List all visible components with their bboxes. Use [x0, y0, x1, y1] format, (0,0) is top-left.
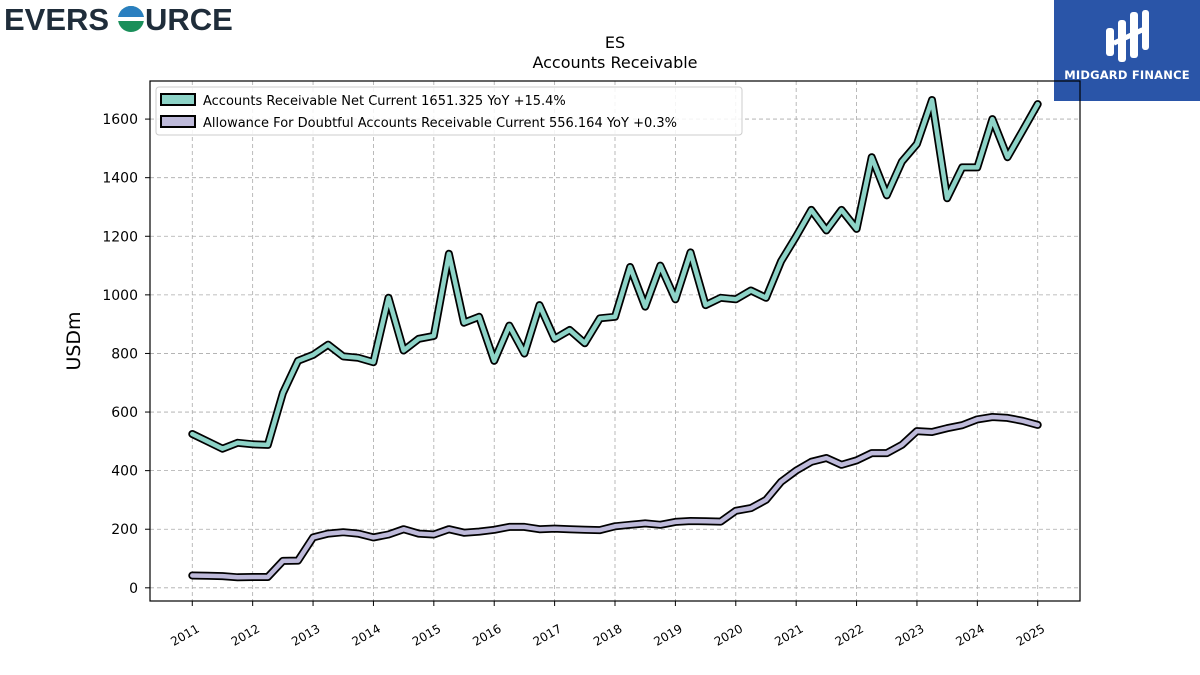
x-tick-label: 2023 [893, 621, 926, 648]
x-tick-label: 2024 [953, 621, 986, 648]
x-tick-label: 2022 [833, 621, 866, 648]
x-tick-label: 2015 [410, 621, 443, 648]
chart-title: ES [605, 33, 625, 52]
eversource-logo-text-post: URCE [145, 2, 233, 36]
legend-label-allowance: Allowance For Doubtful Accounts Receivab… [203, 116, 677, 131]
y-tick-label: 1600 [102, 112, 138, 128]
y-tick-label: 1400 [102, 171, 138, 187]
x-tick-label: 2025 [1014, 621, 1047, 648]
midgard-finance-logo: MIDGARD FINANCE [1054, 0, 1200, 101]
x-tick-label: 2012 [229, 621, 262, 648]
eversource-logo: EVERS URCE [4, 2, 244, 37]
x-tick-label: 2014 [349, 621, 382, 648]
x-tick-label: 2018 [591, 621, 624, 648]
chart-legend: Accounts Receivable Net Current 1651.325… [155, 86, 743, 136]
x-tick-label: 2017 [531, 621, 564, 648]
chart-subtitle: Accounts Receivable [532, 53, 697, 72]
y-axis: 0 200 400 600 800 1000 1200 1400 1600 [102, 112, 150, 597]
x-axis: 2011 2012 2013 2014 2015 2016 2017 2018 2019 2020… [168, 601, 1047, 649]
y-tick-label: 200 [111, 522, 138, 538]
y-tick-label: 1000 [102, 288, 138, 304]
legend-box [155, 86, 743, 136]
legend-swatch-ar-net [160, 93, 196, 106]
y-axis-label: USDm [63, 311, 85, 370]
eversource-logo-text-pre: EVERS [4, 2, 109, 36]
y-tick-label: 1200 [102, 229, 138, 245]
chart-series-layer [188, 96, 1042, 582]
y-tick-label: 0 [129, 581, 138, 597]
x-tick-label: 2019 [651, 621, 684, 648]
x-tick-label: 2013 [289, 621, 322, 648]
y-tick-label: 400 [111, 464, 138, 480]
x-tick-label: 2016 [470, 621, 503, 648]
series-line-1 [190, 414, 1040, 580]
eversource-logo-graphic: EVERS URCE [4, 2, 233, 37]
x-tick-label: 2011 [168, 621, 201, 648]
midgard-finance-emblem-icon [1106, 10, 1149, 62]
y-tick-label: 800 [111, 346, 138, 362]
y-tick-label: 600 [111, 405, 138, 421]
series-line-0 [190, 97, 1040, 451]
midgard-finance-logo-text: MIDGARD FINANCE [1064, 68, 1190, 82]
x-tick-label: 2020 [712, 621, 745, 648]
eversource-logo-o-icon [117, 6, 145, 32]
x-tick-label: 2021 [772, 621, 805, 648]
legend-swatch-allowance [160, 115, 196, 128]
legend-label-ar-net: Accounts Receivable Net Current 1651.325… [203, 94, 566, 109]
